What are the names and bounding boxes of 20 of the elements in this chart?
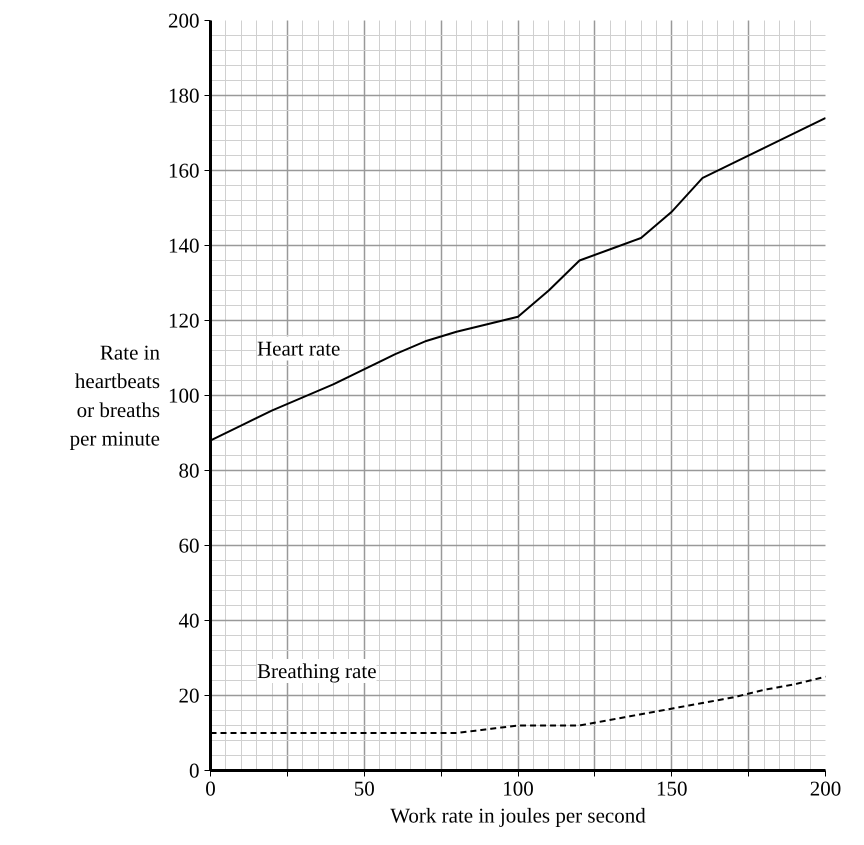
y-tick-label: 120 [168,308,200,332]
x-tick-label: 200 [810,776,842,800]
y-tick-label: 100 [168,384,200,408]
y-axis-title: Rate in heartbeats or breaths per minute [70,340,160,451]
y-tick-label: 160 [168,158,200,182]
y-tick-label: 180 [168,84,200,108]
x-tick-label: 100 [502,776,534,800]
y-tick-label: 20 [178,684,200,708]
x-tick-label: 150 [656,776,688,800]
y-tick-label: 200 [168,8,200,32]
y-tick-label: 40 [178,608,200,632]
x-tick-label: 0 [205,776,216,800]
x-axis-title: Work rate in joules per second [390,804,646,828]
text: Breathing rate [257,659,377,683]
y-tick-label: 80 [178,458,200,482]
x-tick-label: 50 [354,776,375,800]
y-tick-label: 140 [168,234,200,258]
y-tick-label: 60 [178,534,200,558]
y-tick-label: 0 [189,758,200,782]
series-label: Heart rate [257,336,340,360]
